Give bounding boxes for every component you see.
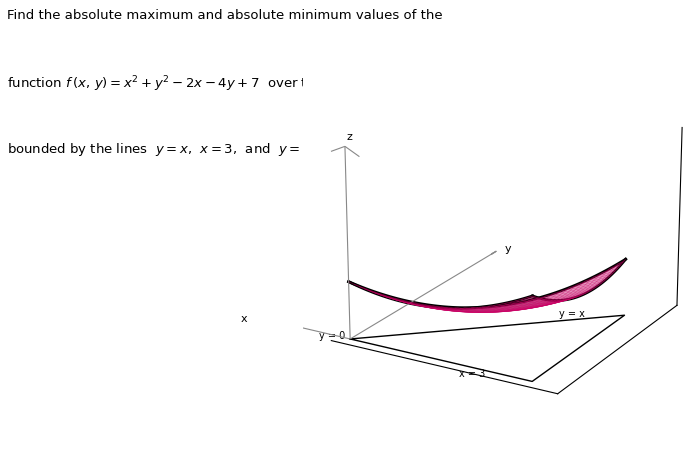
- Text: Find the absolute maximum and absolute minimum values of the: Find the absolute maximum and absolute m…: [7, 9, 442, 22]
- Text: function $f\,(x,\,y) = x^2 + y^2 - 2x - 4y + 7$  over the triangular region $R$: function $f\,(x,\,y) = x^2 + y^2 - 2x - …: [7, 75, 452, 94]
- Text: bounded by the lines  $y = x$,  $x = 3$,  and  $y = 0$.: bounded by the lines $y = x$, $x = 3$, a…: [7, 141, 315, 157]
